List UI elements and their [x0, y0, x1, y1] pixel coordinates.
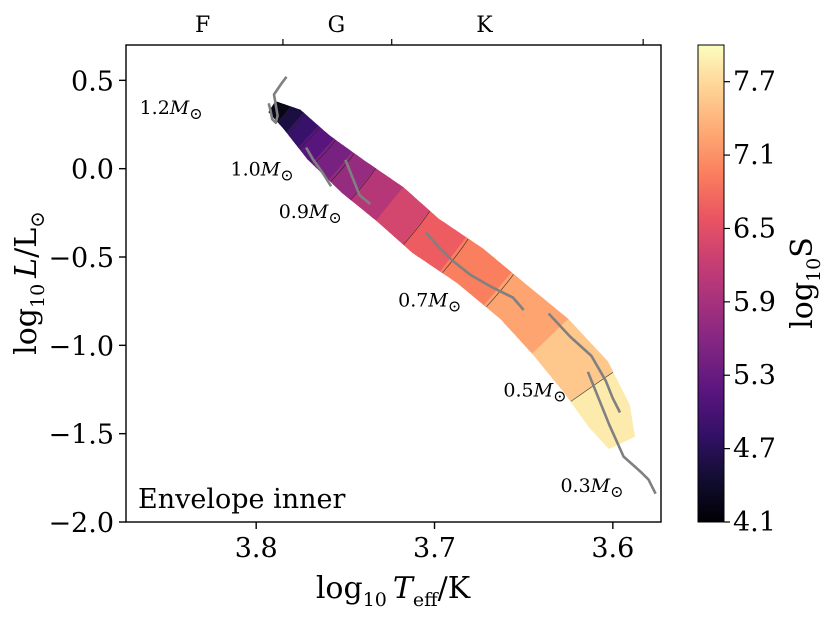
- y-tick-label: −0.5: [48, 243, 114, 274]
- contour-line: [330, 153, 355, 182]
- y-tick-label: −2.0: [48, 508, 114, 539]
- region-cell: [605, 431, 636, 449]
- x-axis-ticks: 3.8 3.7 3.6: [235, 522, 634, 564]
- x-tick-label: 3.6: [591, 533, 634, 564]
- track-label: 0.9M⊙: [279, 201, 342, 227]
- evolutionary-tracks: [267, 76, 657, 495]
- x-tick-label: 3.8: [235, 533, 278, 564]
- track-labels: 1.2M⊙ 1.0M⊙ 0.9M⊙ 0.7M⊙ 0.5M⊙ 0.3M⊙: [140, 97, 624, 501]
- contour-line: [287, 114, 306, 134]
- spectral-type-label: G: [328, 13, 346, 38]
- colorbar-tick-label: 4.1: [733, 507, 776, 538]
- panel-label: Envelope inner: [138, 484, 345, 515]
- y-axis-title: log10L/L⊙: [9, 211, 49, 355]
- track-line: [424, 231, 525, 311]
- colorbar-tick-label: 7.1: [733, 140, 776, 171]
- y-axis-ticks: 0.5 0.0 −0.5 −1.0 −1.5 −2.0: [48, 66, 126, 539]
- x-axis-title: log10 Teff/K: [316, 571, 471, 611]
- track-line: [547, 312, 622, 414]
- colorbar-tick-label: 5.3: [733, 360, 776, 391]
- colorbar-tick-label: 5.9: [733, 287, 776, 318]
- colorbar-title: log10S: [785, 237, 825, 329]
- colorbar-tick-label: 7.7: [733, 67, 776, 98]
- contour-line: [277, 106, 291, 123]
- contour-line: [350, 168, 376, 200]
- track-line: [586, 371, 657, 495]
- y-tick-label: 0.0: [71, 155, 114, 186]
- spectral-type-label: F: [195, 13, 210, 38]
- y-tick-label: 0.5: [71, 66, 114, 97]
- colorbar-tick-label: 4.7: [733, 434, 776, 465]
- track-line: [344, 159, 372, 206]
- contour-line: [299, 126, 320, 150]
- contour-line: [442, 238, 469, 273]
- contour-line: [486, 274, 514, 308]
- track-label: 0.3M⊙: [560, 475, 623, 501]
- x-tick-label: 3.7: [413, 533, 456, 564]
- track-line: [304, 146, 333, 187]
- colorbar-ticks: 4.1 4.7 5.3 5.9 6.5 7.1 7.7: [724, 67, 776, 538]
- colorbar: 4.1 4.7 5.3 5.9 6.5 7.1 7.7 log10S: [697, 44, 825, 538]
- track-label: 0.7M⊙: [398, 289, 461, 315]
- plot-area: [267, 76, 657, 495]
- track-label: 0.5M⊙: [503, 380, 566, 406]
- colorbar-gradient: [697, 44, 725, 523]
- track-label: 1.0M⊙: [231, 159, 294, 185]
- y-tick-label: −1.5: [48, 420, 114, 451]
- track-label: 1.2M⊙: [140, 97, 203, 123]
- colorbar-tick-label: 6.5: [733, 213, 776, 244]
- spectral-type-label: K: [476, 13, 493, 38]
- plot-frame: [125, 44, 662, 523]
- track-line: [267, 76, 288, 124]
- contour-line: [403, 211, 430, 245]
- y-tick-label: −1.0: [48, 331, 114, 362]
